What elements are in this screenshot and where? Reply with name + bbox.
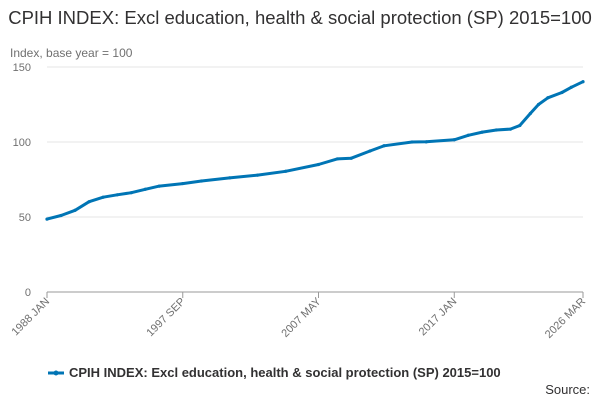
source-label: Source: bbox=[545, 382, 590, 397]
data-point bbox=[73, 208, 77, 212]
data-point bbox=[424, 140, 428, 144]
chart-title: CPIH INDEX: Excl education, health & soc… bbox=[8, 7, 592, 28]
data-point bbox=[368, 149, 372, 153]
x-tick-label: 2017 JAN bbox=[417, 296, 460, 339]
data-point bbox=[45, 217, 49, 221]
data-point bbox=[129, 191, 133, 195]
data-point bbox=[157, 184, 161, 188]
data-point bbox=[87, 200, 91, 204]
data-point bbox=[528, 111, 532, 116]
data-point bbox=[466, 133, 470, 137]
data-point bbox=[494, 128, 498, 132]
y-tick-label: 150 bbox=[13, 62, 31, 74]
data-point bbox=[410, 140, 414, 144]
chart-legend[interactable]: CPIH INDEX: Excl education, health & soc… bbox=[48, 365, 501, 380]
x-tick-label: 2007 MAY bbox=[279, 295, 324, 340]
data-point bbox=[284, 169, 288, 173]
y-tick-label: 100 bbox=[13, 137, 31, 149]
data-point bbox=[560, 90, 564, 95]
data-point bbox=[181, 181, 185, 186]
data-point bbox=[115, 193, 119, 197]
data-point bbox=[546, 96, 550, 100]
x-tick-label: 2026 MAR bbox=[543, 296, 588, 341]
data-point bbox=[316, 162, 321, 167]
data-point bbox=[518, 123, 522, 128]
data-point bbox=[199, 179, 204, 183]
data-point bbox=[256, 173, 260, 177]
data-point bbox=[59, 213, 63, 218]
data-point bbox=[335, 157, 339, 161]
x-tick-label: 1997 SEP bbox=[144, 296, 188, 340]
data-point bbox=[480, 130, 484, 134]
data-point bbox=[101, 195, 105, 199]
legend-line-marker bbox=[48, 370, 64, 375]
y-axis-label: Index, base year = 100 bbox=[10, 46, 133, 60]
data-point bbox=[569, 85, 573, 89]
data-point bbox=[227, 176, 232, 180]
data-point bbox=[382, 144, 386, 148]
data-point bbox=[452, 138, 456, 142]
x-tick-label: 1988 JAN bbox=[9, 296, 52, 339]
data-point bbox=[508, 127, 513, 131]
legend-series-label: CPIH INDEX: Excl education, health & soc… bbox=[69, 365, 501, 380]
series-line bbox=[45, 80, 585, 221]
data-point bbox=[536, 102, 541, 107]
y-tick-label: 0 bbox=[25, 287, 31, 299]
y-tick-label: 50 bbox=[19, 212, 31, 224]
data-point bbox=[349, 156, 353, 160]
data-point bbox=[581, 80, 585, 84]
data-point bbox=[143, 187, 147, 191]
